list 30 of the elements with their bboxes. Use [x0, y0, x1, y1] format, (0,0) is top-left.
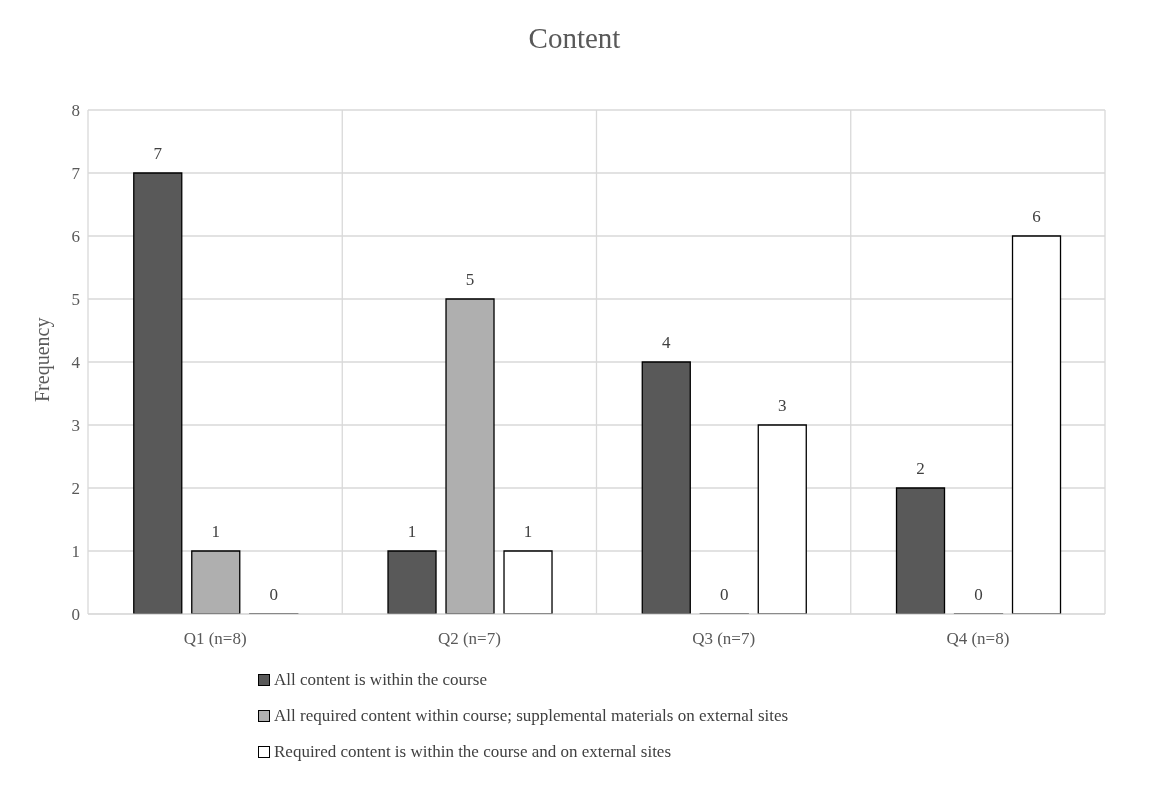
legend-label: All content is within the course: [274, 670, 487, 690]
data-label: 0: [720, 584, 729, 604]
y-tick-label: 8: [71, 101, 80, 121]
data-label: 0: [269, 584, 279, 604]
y-tick-label: 0: [71, 605, 80, 625]
y-tick-label: 3: [71, 416, 80, 436]
data-label: 3: [778, 396, 787, 415]
data-label: 4: [662, 333, 672, 352]
y-tick-label: 1: [71, 542, 80, 562]
x-tick-label: Q4 (n=8): [946, 629, 1010, 649]
y-tick-label: 4: [71, 353, 81, 373]
y-tick-label: 7: [71, 164, 81, 184]
y-tick-label: 6: [71, 227, 80, 247]
y-axis-title: Frequency: [31, 317, 55, 402]
y-tick-label: 2: [71, 479, 80, 499]
y-tick-label: 5: [71, 290, 80, 310]
chart-title: Content: [527, 22, 622, 55]
data-label: 6: [1032, 207, 1041, 226]
data-label: 7: [153, 144, 163, 163]
data-label: 1: [523, 522, 533, 541]
data-label: 1: [211, 522, 221, 541]
data-label: 1: [407, 522, 417, 541]
data-label: 2: [916, 459, 925, 478]
legend-label: Required content is within the course and on external sites: [274, 742, 672, 762]
x-tick-label: Q2 (n=7): [437, 629, 501, 649]
data-label: 0: [974, 584, 983, 604]
legend-label: All required content within course; supplemental materials on external sites: [274, 706, 789, 726]
x-tick-label: Q3 (n=7): [692, 629, 756, 649]
x-tick-label: Q1 (n=8): [183, 629, 247, 649]
data-label: 5: [465, 270, 475, 289]
